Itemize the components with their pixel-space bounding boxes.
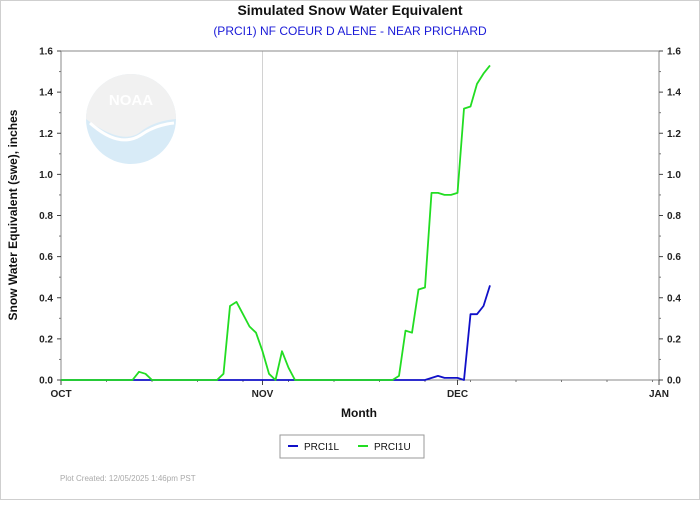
y-tick-label-left: 1.4 [39, 88, 53, 99]
chart-subtitle: (PRCI1) NF COEUR D ALENE - NEAR PRICHARD [213, 24, 487, 38]
noaa-logo-text: NOAA [109, 92, 153, 109]
y-tick-label-right: 1.0 [667, 170, 681, 181]
y-tick-label-right: 0.6 [667, 252, 681, 263]
x-tick-label: NOV [252, 389, 274, 400]
y-tick-label-left: 0.2 [39, 334, 53, 345]
y-tick-label-left: 1.2 [39, 129, 53, 140]
y-tick-label-left: 1.6 [39, 47, 53, 58]
legend-label-PRCI1L: PRCI1L [304, 442, 339, 453]
y-tick-label-left: 0.6 [39, 252, 53, 263]
x-tick-label: DEC [447, 389, 468, 400]
noaa-logo-top [86, 74, 176, 137]
y-tick-label-right: 1.6 [667, 47, 681, 58]
legend-box [279, 434, 425, 459]
y-tick-label-right: 1.2 [667, 129, 681, 140]
x-tick-label: JAN [649, 389, 669, 400]
y-tick-label-right: 0.2 [667, 334, 681, 345]
y-tick-label-right: 0.4 [667, 293, 681, 304]
noaa-logo-watermark: NOAA [86, 74, 176, 164]
y-tick-label-left: 0.0 [39, 376, 53, 387]
y-tick-label-right: 0.0 [667, 376, 681, 387]
y-tick-label-right: 0.8 [667, 211, 681, 222]
x-tick-label: OCT [50, 389, 71, 400]
series-line-PRCI1L [61, 285, 491, 381]
noaa-logo-wave [88, 121, 175, 142]
y-tick-label-right: 1.4 [667, 88, 681, 99]
y-axis-label: Snow Water Equivalent (swe), inches [6, 109, 20, 320]
legend-label-PRCI1U: PRCI1U [374, 442, 411, 453]
y-tick-label-left: 0.4 [39, 293, 53, 304]
y-tick-label-left: 1.0 [39, 170, 53, 181]
series-line-PRCI1U [61, 64, 491, 381]
x-axis-label: Month [341, 406, 377, 420]
plot-created-note: Plot Created: 12/05/2025 1:46pm PST [60, 474, 196, 483]
y-tick-label-left: 0.8 [39, 211, 53, 222]
chart-title: Simulated Snow Water Equivalent [237, 2, 462, 18]
